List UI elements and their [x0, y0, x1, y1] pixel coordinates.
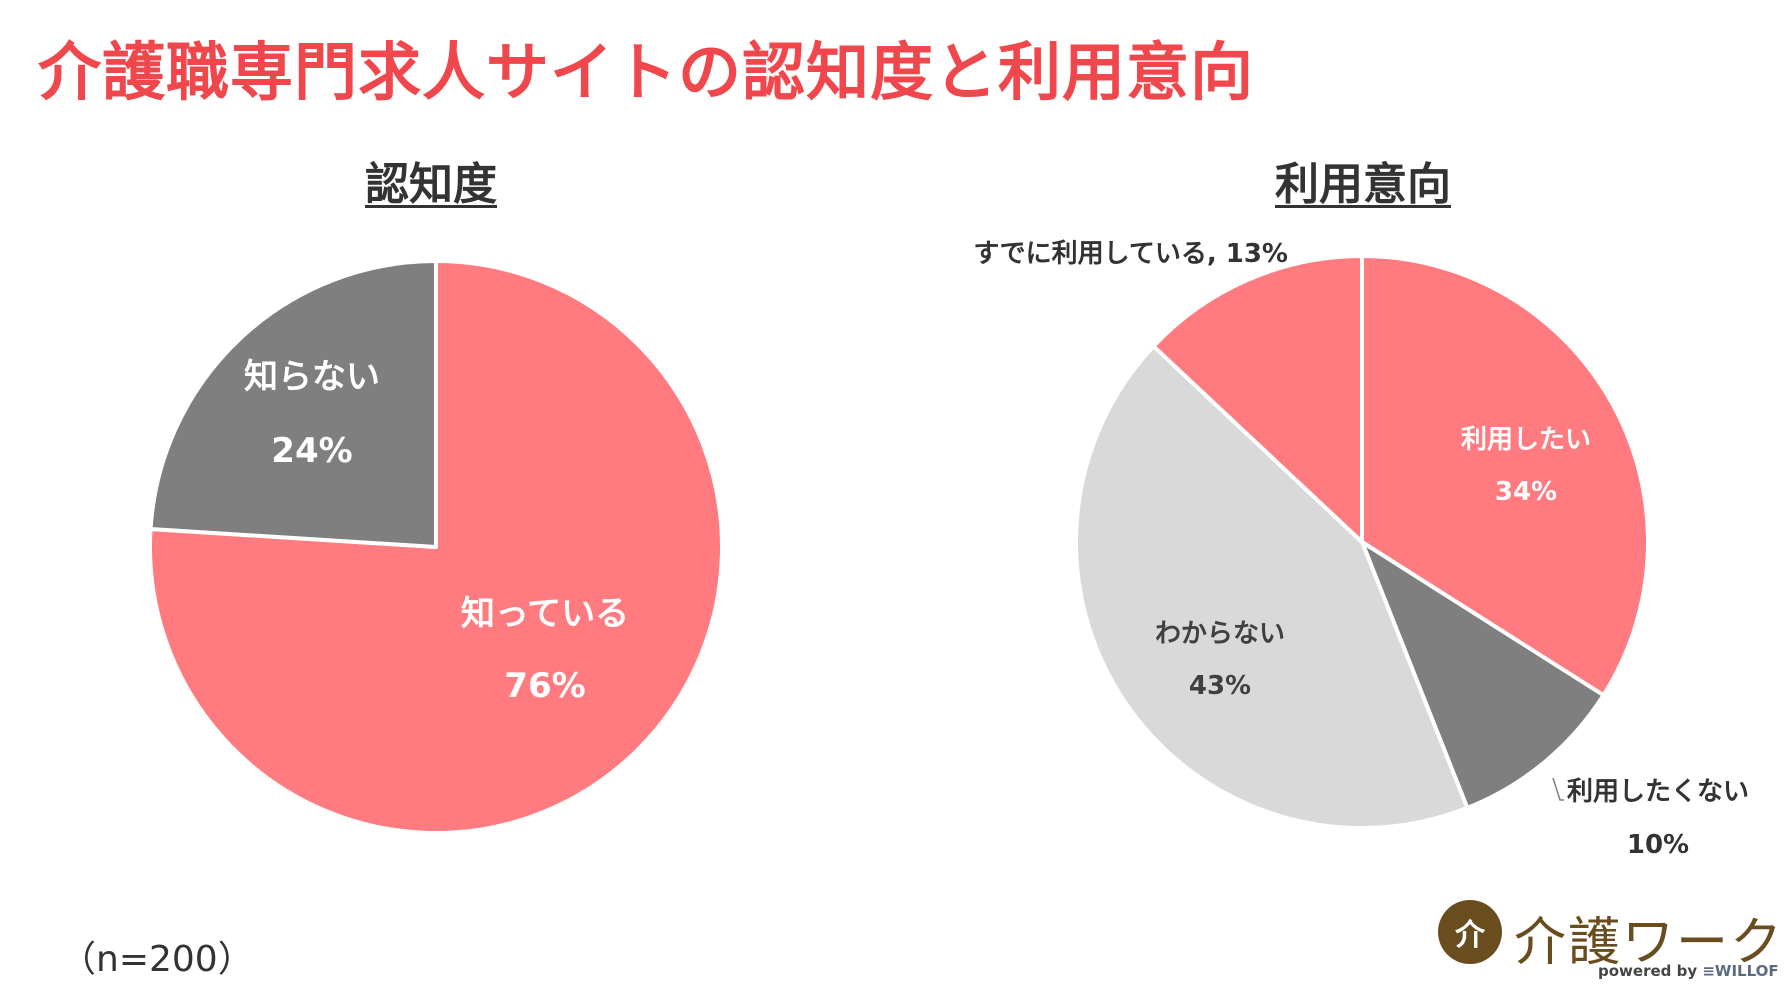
awareness-slice-1 [148, 259, 438, 549]
logo-powered-by: powered by ≡WILLOF [1598, 962, 1779, 980]
chart-title-awareness: 認知度 [365, 159, 497, 210]
pie-awareness [148, 259, 724, 835]
pie-usage-intent [1074, 254, 1650, 830]
label-known: 知っている [461, 594, 629, 634]
page-title: 介護職専門求人サイトの認知度と利用意向 [38, 36, 1254, 109]
value-do-not-want: 10% [1627, 830, 1689, 860]
chart-title-usage-intent: 利用意向 [1275, 159, 1451, 210]
leader-line-do-not-want [1552, 777, 1564, 801]
value-do-not-know: 43% [1189, 671, 1251, 701]
value-unknown: 24% [271, 431, 352, 471]
sample-size-note: （n=200） [60, 939, 254, 980]
label-already-using: すでに利用している, 13% [973, 239, 1288, 269]
usage-intent-slice-2 [1074, 344, 1470, 830]
value-known: 76% [504, 666, 585, 706]
powered-by-brand: ≡WILLOF [1702, 962, 1779, 980]
logo-wordmark: 介護ワーク [1514, 913, 1785, 973]
usage-intent-slice-3 [1151, 254, 1364, 544]
label-do-not-know: わからない [1155, 619, 1285, 649]
label-want-to-use: 利用したい [1461, 425, 1591, 455]
label-do-not-want: 利用したくない [1567, 777, 1749, 807]
brand-logo: 介 介護ワーク powered by ≡WILLOF [1438, 898, 1782, 988]
logo-mark-icon: 介 [1438, 900, 1502, 964]
pie-labels: 知っている 76% 知らない 24% 利用したい 34% 利用したくない 10% わからない 43… [244, 239, 1749, 860]
powered-by-text: powered by [1598, 962, 1698, 980]
label-unknown: 知らない [244, 357, 380, 397]
value-want-to-use: 34% [1495, 477, 1557, 507]
usage-intent-slice-1 [1360, 540, 1606, 810]
